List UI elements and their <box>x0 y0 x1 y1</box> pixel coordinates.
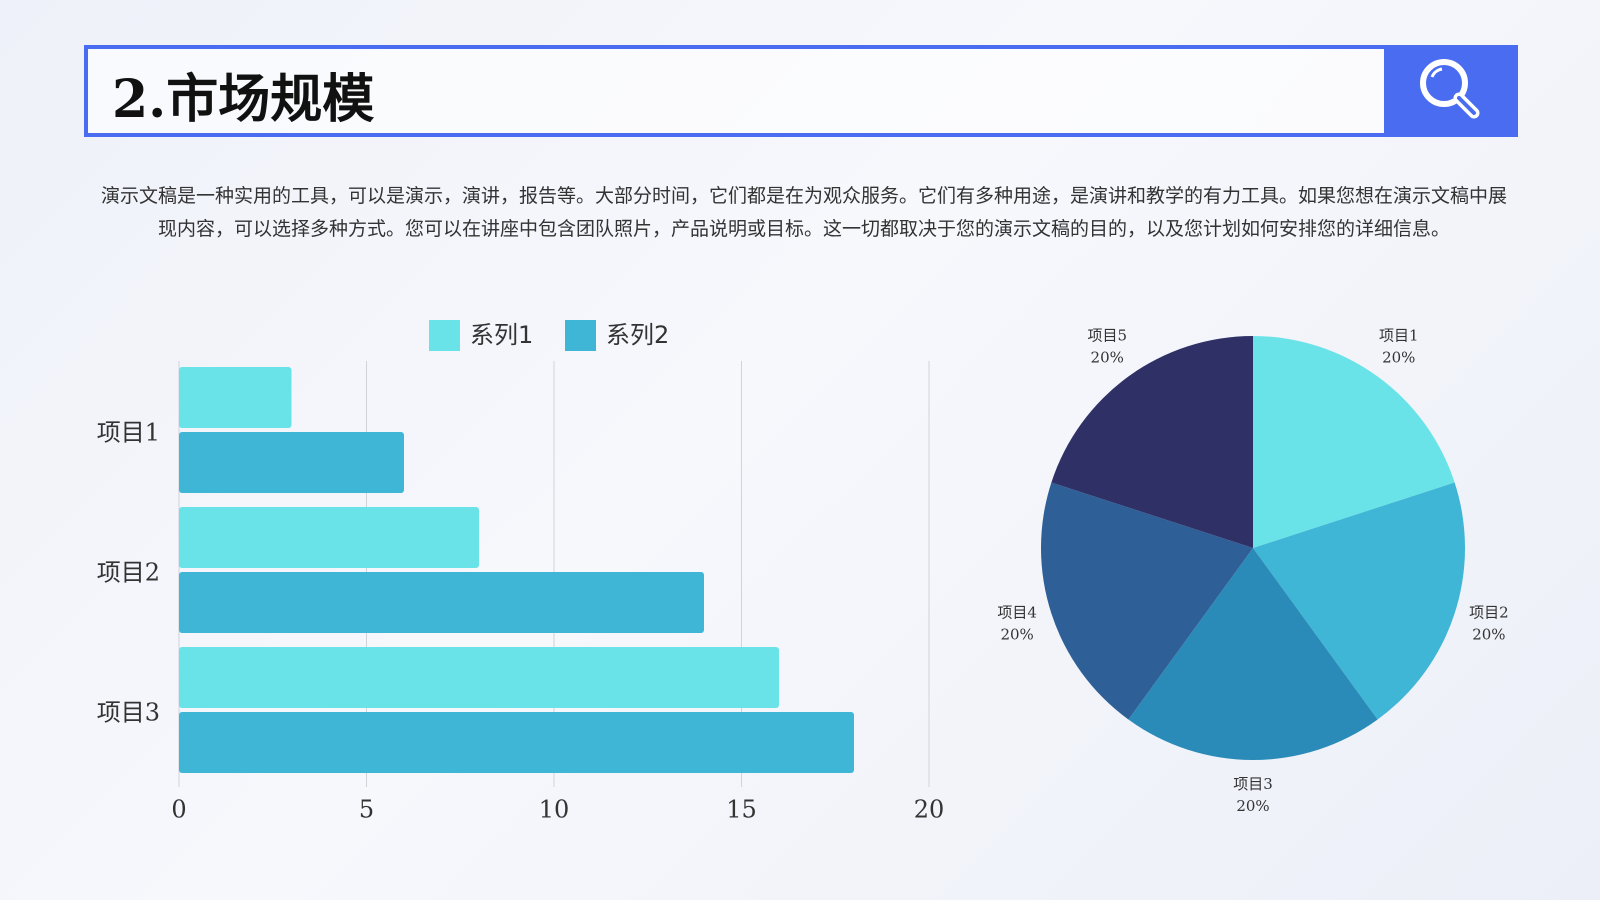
slice-value-label: 20% <box>1000 626 1033 644</box>
title: 2.市场规模 <box>112 69 375 130</box>
slice-label: 项目2 <box>1469 604 1509 622</box>
pie-slice <box>1253 336 1455 548</box>
y-tick-label: 项目2 <box>97 559 160 587</box>
bar <box>179 507 479 568</box>
slice-value-label: 20% <box>1382 348 1415 366</box>
x-tick-label: 15 <box>726 796 757 824</box>
y-tick-label: 项目3 <box>97 699 160 727</box>
paragraph: 演示文稿是一种实用的工具，可以是演示，演讲，报告等。大部分时间，它们都是在为观众… <box>100 185 1507 240</box>
bar <box>179 572 704 633</box>
bar <box>179 647 779 708</box>
bar <box>179 367 292 428</box>
x-tick-label: 0 <box>171 796 186 824</box>
x-tick-label: 10 <box>539 796 570 824</box>
x-tick-label: 20 <box>914 796 945 824</box>
legend-label: 系列2 <box>606 321 669 349</box>
bar <box>179 432 404 493</box>
bar <box>179 712 854 773</box>
slice-label: 项目1 <box>1379 326 1419 344</box>
y-tick-label: 项目1 <box>97 419 160 447</box>
slice-value-label: 20% <box>1236 797 1269 815</box>
legend-swatch <box>565 320 596 351</box>
slice-label: 项目5 <box>1087 326 1127 344</box>
pie-slice <box>1051 336 1253 548</box>
legend-swatch <box>429 320 460 351</box>
slice-label: 项目4 <box>997 604 1037 622</box>
x-tick-label: 5 <box>359 796 374 824</box>
slice-label: 项目3 <box>1233 775 1273 793</box>
search-icon-box <box>1384 45 1518 137</box>
legend-label: 系列1 <box>470 321 533 349</box>
slice-value-label: 20% <box>1472 626 1505 644</box>
pie-slice <box>1041 482 1253 720</box>
title-box: 2.市场规模 <box>84 45 1392 137</box>
search-icon <box>1420 59 1480 119</box>
slice-value-label: 20% <box>1091 348 1124 366</box>
pie-slice <box>1253 482 1465 720</box>
pie-slice <box>1128 548 1378 760</box>
